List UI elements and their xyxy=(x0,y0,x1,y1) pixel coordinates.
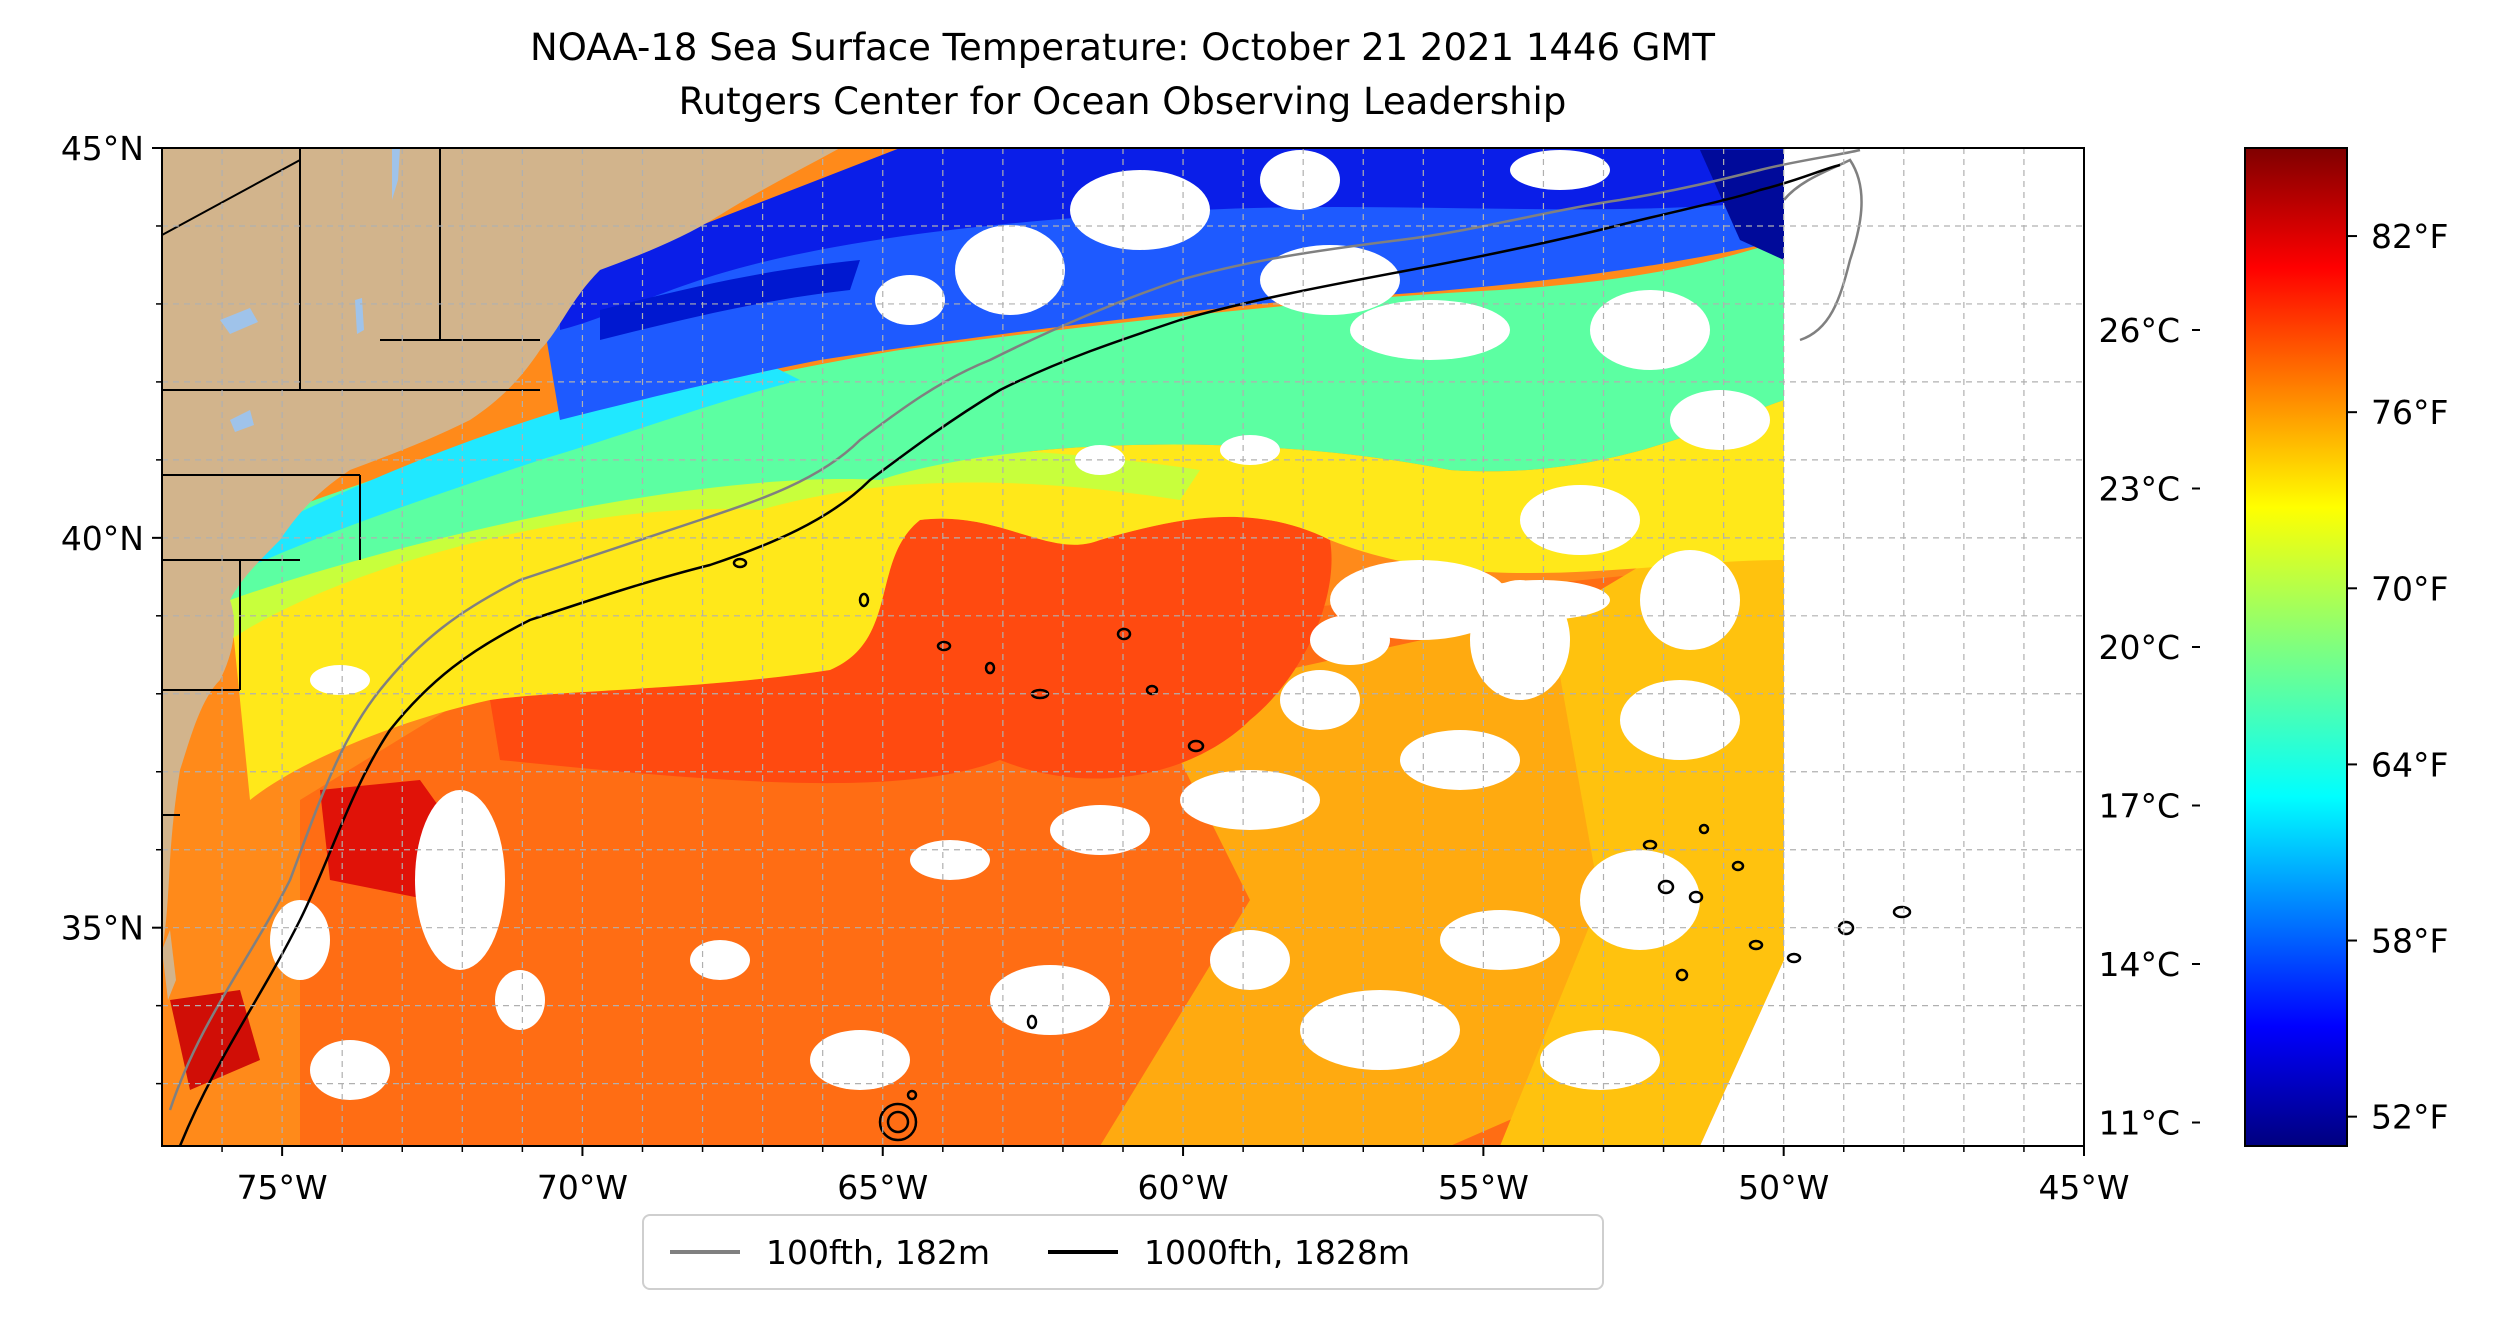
map-title: NOAA-18 Sea Surface Temperature: October… xyxy=(530,26,1715,69)
x-axis: 75°W 70°W 65°W 60°W 55°W 50°W 45°W xyxy=(221,1146,2130,1207)
colorbar-f-tick-label: 52°F xyxy=(2371,1098,2448,1137)
legend-item-1000fth: 1000fth, 1828m xyxy=(1048,1233,1410,1272)
colorbar-c-tick-label: 26°C xyxy=(2098,311,2180,350)
colorbar-f-tick-label: 70°F xyxy=(2371,569,2448,608)
x-tick-label: 45°W xyxy=(2038,1168,2129,1207)
colorbar-c-tick-label: 11°C xyxy=(2098,1104,2180,1143)
isobath-legend: 100fth, 182m 1000fth, 1828m xyxy=(642,1214,1604,1290)
legend-item-100fth: 100fth, 182m xyxy=(670,1233,990,1272)
y-axis: 45°N 40°N 35°N xyxy=(61,129,162,1085)
legend-label-1000fth: 1000fth, 1828m xyxy=(1144,1232,1410,1272)
x-tick-label: 55°W xyxy=(1438,1168,1529,1207)
map-gridlines xyxy=(162,148,2084,1146)
seamounts xyxy=(732,557,1912,1142)
colorbar-c-tick-label: 20°C xyxy=(2098,628,2180,667)
x-tick-label: 70°W xyxy=(537,1168,628,1207)
colorbar-f-tick-label: 76°F xyxy=(2371,393,2448,432)
sst-field xyxy=(162,148,2084,1146)
y-tick-label: 40°N xyxy=(61,519,144,558)
colorbar-celsius-ticks: 11°C 14°C 17°C 20°C 23°C 26°C xyxy=(2098,311,2200,1143)
x-tick-label: 60°W xyxy=(1138,1168,1229,1207)
legend-label-100fth: 100fth, 182m xyxy=(766,1232,990,1272)
legend-line-gray xyxy=(670,1250,740,1254)
colorbar-f-tick-label: 82°F xyxy=(2371,217,2448,256)
state-borders xyxy=(162,148,540,816)
colorbar-c-tick-label: 23°C xyxy=(2098,469,2180,508)
lakes xyxy=(220,148,400,432)
land-mass xyxy=(162,148,840,950)
y-tick-label: 45°N xyxy=(61,129,144,168)
isobath-1000fth xyxy=(178,163,1841,1146)
colorbar-c-tick-label: 14°C xyxy=(2098,945,2180,984)
y-tick-label: 35°N xyxy=(61,909,144,948)
isobath-100fth xyxy=(168,148,1861,1111)
colorbar-c-tick-label: 17°C xyxy=(2098,787,2180,826)
map-subtitle: Rutgers Center for Ocean Observing Leade… xyxy=(678,80,1567,123)
x-tick-label: 65°W xyxy=(837,1168,928,1207)
colorbar-f-tick-label: 58°F xyxy=(2371,922,2448,961)
colorbar-f-tick-label: 64°F xyxy=(2371,745,2448,784)
x-tick-label: 50°W xyxy=(1738,1168,1829,1207)
legend-line-black xyxy=(1048,1250,1118,1254)
cloud-gaps xyxy=(270,150,1770,1100)
x-tick-label: 75°W xyxy=(237,1168,328,1207)
colorbar xyxy=(2244,147,2348,1147)
colorbar-fahrenheit-ticks: 52°F 58°F 64°F 70°F 76°F 82°F xyxy=(2347,217,2448,1137)
